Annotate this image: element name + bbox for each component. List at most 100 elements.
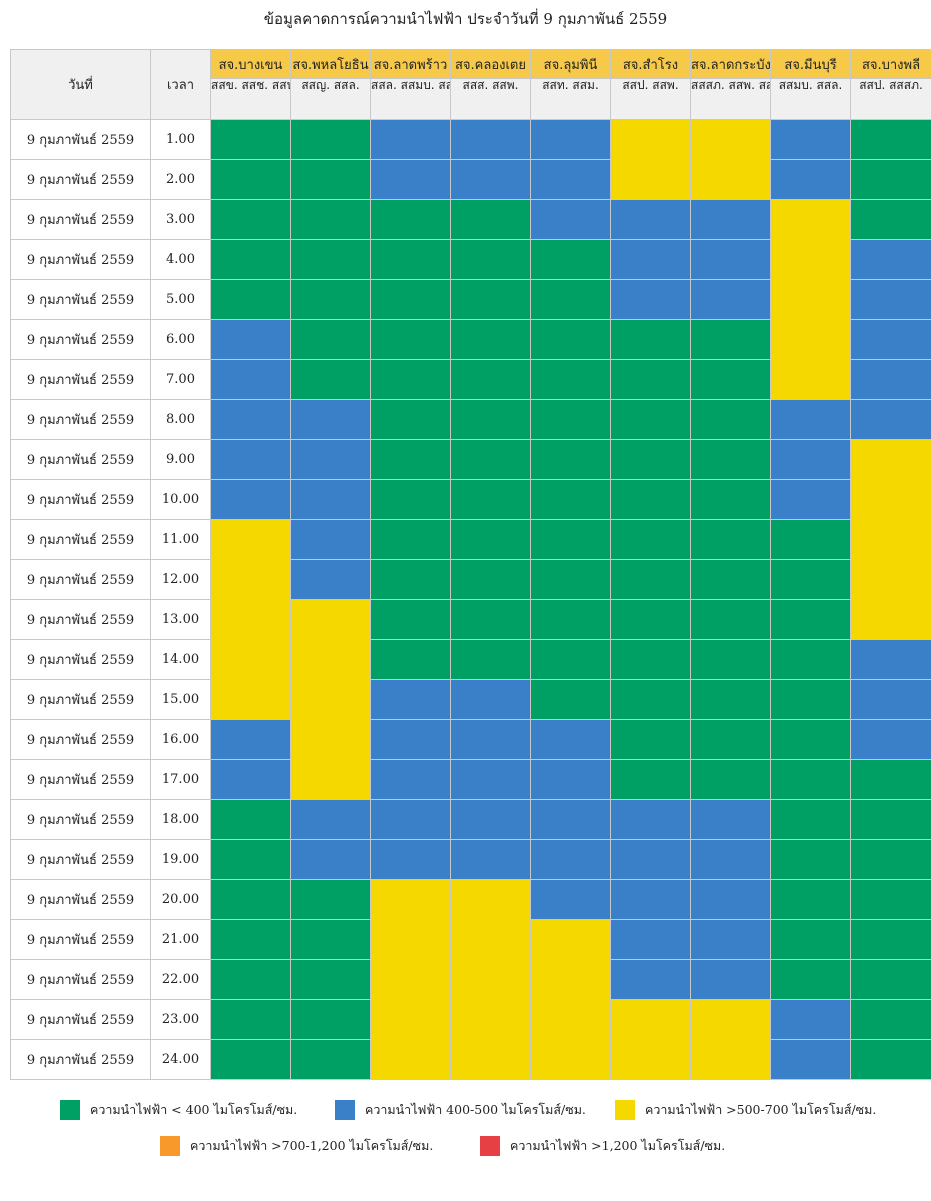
conductivity-cell [530, 559, 611, 600]
conductivity-cell [290, 239, 371, 280]
date-cell: 9 กุมภาพันธ์ 2559 [10, 839, 151, 880]
conductivity-cell [530, 799, 611, 840]
table-row: 9 กุมภาพันธ์ 2559 22.00 [10, 959, 931, 1000]
conductivity-cell [530, 999, 611, 1040]
conductivity-cell [370, 239, 451, 280]
conductivity-cell [370, 839, 451, 880]
conductivity-cell [690, 519, 771, 560]
station-subheader: สสญ. สสล. [290, 78, 371, 120]
conductivity-cell [210, 439, 291, 480]
table-row: 9 กุมภาพันธ์ 2559 8.00 [10, 399, 931, 440]
conductivity-cell [370, 159, 451, 200]
table-row: 9 กุมภาพันธ์ 2559 6.00 [10, 319, 931, 360]
conductivity-cell [370, 719, 451, 760]
station-header: สจ.บางเขน [210, 49, 291, 79]
time-cell: 8.00 [150, 399, 211, 440]
conductivity-cell [690, 319, 771, 360]
date-cell: 9 กุมภาพันธ์ 2559 [10, 279, 151, 320]
conductivity-cell [370, 919, 451, 960]
conductivity-cell [770, 279, 851, 320]
conductivity-cell [530, 839, 611, 880]
conductivity-cell [370, 879, 451, 920]
conductivity-cell [450, 479, 531, 520]
table-row: 9 กุมภาพันธ์ 2559 13.00 [10, 599, 931, 640]
conductivity-cell [370, 799, 451, 840]
conductivity-cell [530, 239, 611, 280]
date-cell: 9 กุมภาพันธ์ 2559 [10, 559, 151, 600]
conductivity-cell [770, 199, 851, 240]
conductivity-cell [450, 1039, 531, 1080]
table-row: 9 กุมภาพันธ์ 2559 15.00 [10, 679, 931, 720]
conductivity-cell [210, 119, 291, 160]
conductivity-cell [610, 919, 691, 960]
conductivity-cell [610, 119, 691, 160]
time-cell: 23.00 [150, 999, 211, 1040]
conductivity-cell [610, 799, 691, 840]
conductivity-cell [610, 879, 691, 920]
conductivity-cell [610, 439, 691, 480]
conductivity-cell [450, 679, 531, 720]
conductivity-cell [370, 1039, 451, 1080]
conductivity-cell [530, 1039, 611, 1080]
conductivity-cell [770, 599, 851, 640]
time-cell: 1.00 [150, 119, 211, 160]
conductivity-cell [530, 439, 611, 480]
station-header: สจ.มีนบุรี [770, 49, 851, 79]
conductivity-cell [210, 719, 291, 760]
conductivity-cell [850, 359, 931, 400]
conductivity-cell [770, 159, 851, 200]
conductivity-cell [530, 399, 611, 440]
conductivity-cell [530, 919, 611, 960]
table-row: 9 กุมภาพันธ์ 2559 19.00 [10, 839, 931, 880]
time-cell: 2.00 [150, 159, 211, 200]
conductivity-cell [850, 439, 931, 480]
conductivity-cell [290, 519, 371, 560]
conductivity-cell [690, 719, 771, 760]
date-cell: 9 กุมภาพันธ์ 2559 [10, 959, 151, 1000]
conductivity-cell [690, 119, 771, 160]
time-cell: 22.00 [150, 959, 211, 1000]
time-cell: 16.00 [150, 719, 211, 760]
conductivity-cell [450, 639, 531, 680]
table-row: 9 กุมภาพันธ์ 2559 12.00 [10, 559, 931, 600]
conductivity-cell [850, 799, 931, 840]
conductivity-cell [290, 799, 371, 840]
conductivity-cell [370, 359, 451, 400]
conductivity-cell [690, 759, 771, 800]
conductivity-cell [610, 679, 691, 720]
conductivity-cell [450, 199, 531, 240]
conductivity-cell [290, 1039, 371, 1080]
conductivity-cell [610, 839, 691, 880]
date-cell: 9 กุมภาพันธ์ 2559 [10, 879, 151, 920]
conductivity-cell [850, 319, 931, 360]
conductivity-cell [290, 999, 371, 1040]
conductivity-cell [450, 919, 531, 960]
conductivity-cell [770, 439, 851, 480]
table-row: 9 กุมภาพันธ์ 2559 10.00 [10, 479, 931, 520]
conductivity-cell [690, 559, 771, 600]
conductivity-cell [210, 839, 291, 880]
conductivity-cell [850, 599, 931, 640]
date-cell: 9 กุมภาพันธ์ 2559 [10, 1039, 151, 1080]
table-row: 9 กุมภาพันธ์ 2559 3.00 [10, 199, 931, 240]
conductivity-cell [530, 279, 611, 320]
conductivity-cell [690, 879, 771, 920]
conductivity-cell [770, 479, 851, 520]
conductivity-cell [770, 119, 851, 160]
time-cell: 4.00 [150, 239, 211, 280]
station-subheader: สสท. สสม. [530, 78, 611, 120]
conductivity-cell [770, 759, 851, 800]
date-cell: 9 กุมภาพันธ์ 2559 [10, 999, 151, 1040]
station-header: สจ.บางพลี [850, 49, 931, 79]
conductivity-cell [690, 799, 771, 840]
legend-item: ความนำไฟฟ้า >700-1,200 ไมโครโมส์/ซม. [160, 1136, 433, 1156]
conductivity-cell [370, 959, 451, 1000]
date-cell: 9 กุมภาพันธ์ 2559 [10, 359, 151, 400]
conductivity-cell [690, 639, 771, 680]
conductivity-cell [370, 639, 451, 680]
station-subheader: สสมบ. สสล. [770, 78, 851, 120]
conductivity-cell [210, 799, 291, 840]
time-cell: 17.00 [150, 759, 211, 800]
conductivity-cell [290, 439, 371, 480]
conductivity-cell [610, 359, 691, 400]
